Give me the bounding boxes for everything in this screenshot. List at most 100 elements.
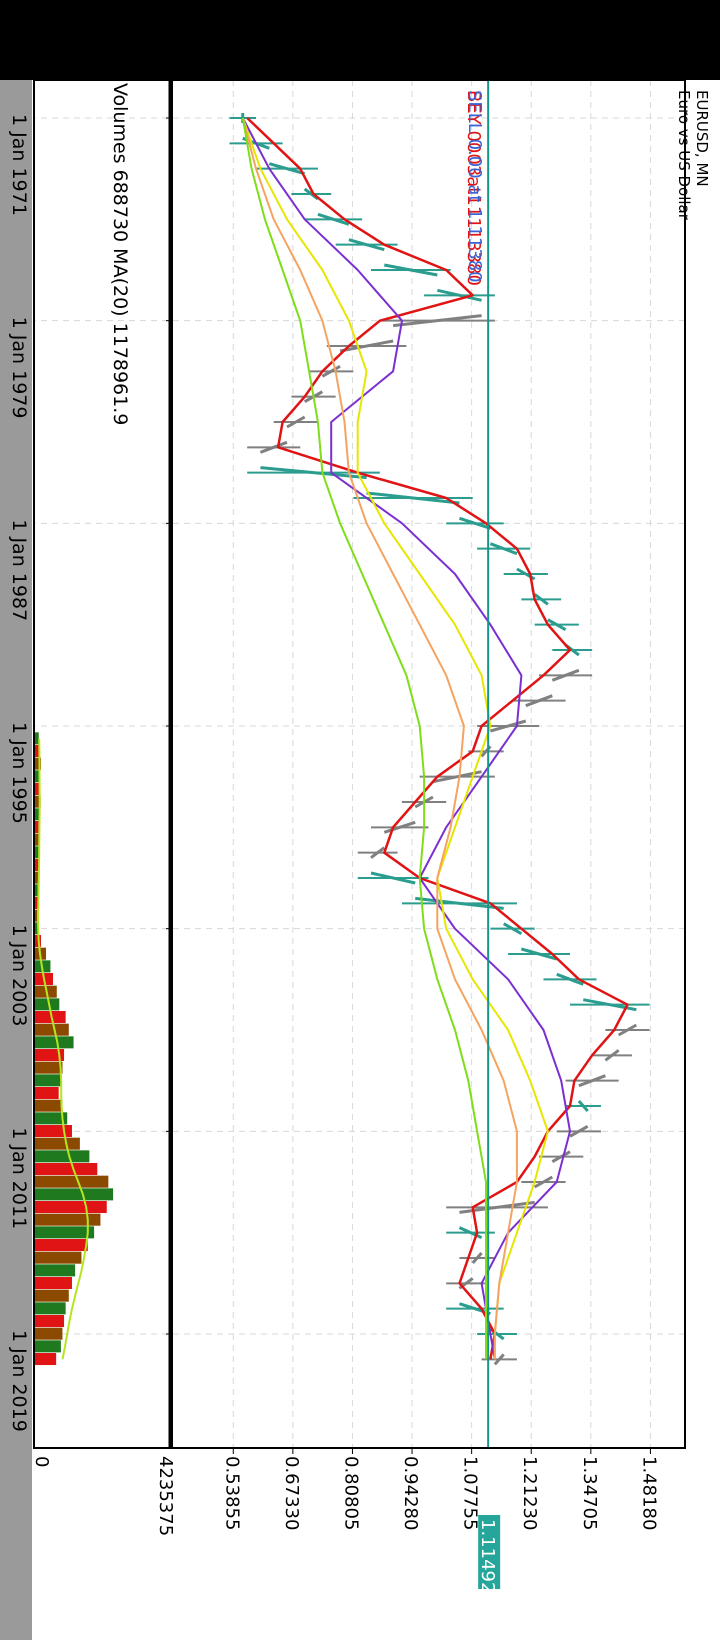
current-price-label: 1.11492 bbox=[477, 1519, 498, 1593]
volume-bar bbox=[33, 871, 39, 884]
candle-body bbox=[458, 516, 491, 530]
volume-y-tick-label: 4235375 bbox=[155, 1456, 176, 1536]
volume-bar bbox=[33, 1226, 95, 1239]
volume-bar bbox=[33, 1036, 74, 1049]
candle-body bbox=[533, 1175, 554, 1189]
ma-line-5 bbox=[241, 117, 487, 1360]
x-tick-label: 1 Jan 2011 bbox=[8, 1127, 30, 1229]
candle-body bbox=[604, 1049, 620, 1062]
candle-body bbox=[493, 1353, 505, 1366]
candle-body bbox=[490, 719, 527, 733]
x-tick-label: 1 Jan 1995 bbox=[8, 722, 30, 824]
price-plot bbox=[229, 80, 650, 1448]
candle-body bbox=[458, 1226, 483, 1240]
ma-line-4 bbox=[241, 117, 518, 1360]
candle-body bbox=[339, 339, 394, 353]
candle-body bbox=[583, 998, 637, 1012]
volume-bar bbox=[33, 808, 40, 821]
volume-bar bbox=[33, 1188, 114, 1201]
candle-body bbox=[317, 212, 350, 226]
candle-body bbox=[383, 263, 438, 277]
volume-bar bbox=[33, 1061, 63, 1074]
volume-bar bbox=[33, 1353, 57, 1366]
current-price-badge-bg bbox=[478, 1515, 501, 1589]
volume-bar bbox=[34, 1023, 69, 1036]
candle-body bbox=[260, 466, 367, 480]
volume-bar bbox=[33, 1340, 61, 1353]
y-tick-label: 0.80805 bbox=[340, 1456, 361, 1530]
price-panel-frame bbox=[171, 79, 686, 1449]
volume-bar bbox=[34, 1125, 72, 1138]
volume-histogram bbox=[33, 732, 114, 1366]
chart-background bbox=[32, 80, 720, 1640]
volume-bar bbox=[34, 1112, 68, 1125]
volume-bar bbox=[34, 1175, 109, 1188]
volume-bar bbox=[34, 821, 39, 834]
volume-bar bbox=[34, 833, 40, 846]
volume-bar bbox=[34, 1201, 107, 1214]
candle-body bbox=[286, 415, 306, 429]
candle-body bbox=[459, 1200, 535, 1214]
y-tick-label: 0.67330 bbox=[281, 1456, 302, 1530]
watermark: 头条 @Nickpowell15 bbox=[679, 1495, 703, 1640]
volume-bar bbox=[33, 1163, 98, 1176]
x-tick-label: 1 Jan 2003 bbox=[8, 925, 30, 1027]
volume-bar bbox=[33, 1327, 63, 1340]
candle-body bbox=[578, 1074, 606, 1088]
volume-bar bbox=[34, 1150, 90, 1163]
volume-bar bbox=[34, 783, 41, 796]
x-tick-label: 1 Jan 1987 bbox=[8, 519, 30, 621]
volume-bar bbox=[33, 998, 60, 1011]
candle-body bbox=[569, 1125, 589, 1138]
candle-body bbox=[520, 947, 558, 961]
symbol-title: EURUSD, MN bbox=[693, 90, 711, 187]
y-tick-label: 1.34705 bbox=[579, 1456, 600, 1530]
candle-body bbox=[617, 1023, 638, 1037]
volume-bar bbox=[33, 985, 57, 998]
ma-line-1 bbox=[246, 117, 629, 1360]
volume-ma-line bbox=[37, 738, 89, 1360]
order-label: SELL 0.00 at 1.11380 bbox=[464, 90, 485, 283]
volume-bar bbox=[33, 1251, 82, 1264]
y-tick-label: 1.48180 bbox=[638, 1456, 659, 1530]
candle-body bbox=[370, 871, 416, 885]
candle-body bbox=[502, 922, 523, 935]
candle-body bbox=[259, 440, 288, 454]
volume-y-tick-label: 0 bbox=[31, 1456, 52, 1467]
volume-bar bbox=[33, 859, 39, 872]
volume-caption: Volumes 688730 MA(20) 1178961.9 bbox=[109, 83, 131, 425]
candle-body bbox=[489, 542, 518, 556]
volume-bar bbox=[34, 770, 40, 783]
candle-body bbox=[551, 668, 580, 682]
volume-bar bbox=[33, 732, 39, 745]
y-tick-label: 0.53855 bbox=[221, 1456, 242, 1530]
left-strip bbox=[0, 80, 32, 1640]
volume-bar bbox=[33, 745, 40, 758]
x-tick-label: 1 Jan 2019 bbox=[8, 1330, 30, 1432]
volume-bar bbox=[34, 1315, 65, 1328]
candle-body bbox=[577, 1100, 589, 1112]
volume-bar bbox=[33, 1087, 59, 1100]
candle-body bbox=[366, 491, 460, 505]
ma-line-3 bbox=[241, 117, 549, 1360]
volume-bar bbox=[33, 1099, 63, 1112]
x-tick-label: 1 Jan 1971 bbox=[8, 114, 30, 216]
volume-bar bbox=[34, 1239, 88, 1252]
volume-bar bbox=[34, 1049, 65, 1062]
candle-body bbox=[370, 846, 386, 859]
volume-bar bbox=[33, 1074, 61, 1087]
volume-bar bbox=[34, 1277, 72, 1290]
volume-bar bbox=[33, 1213, 101, 1226]
candle-body bbox=[525, 694, 553, 708]
candle-body bbox=[547, 618, 567, 631]
volume-bar bbox=[34, 1011, 66, 1024]
volume-bar bbox=[33, 1264, 76, 1277]
volume-bar bbox=[34, 1302, 66, 1315]
current-price-badge: 1.11492 bbox=[477, 1515, 501, 1593]
candle-body bbox=[551, 1150, 571, 1163]
candle-body bbox=[383, 820, 416, 834]
candle-body bbox=[437, 288, 482, 302]
symbol-subtitle: Euro vs US Dollar bbox=[675, 90, 693, 221]
